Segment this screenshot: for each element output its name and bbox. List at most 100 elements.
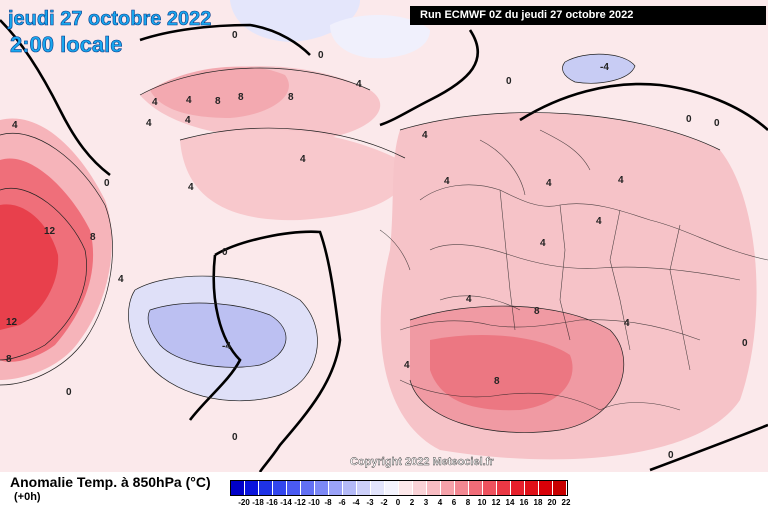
color-swatch xyxy=(301,481,315,495)
contour-value-label: 4 xyxy=(466,294,472,305)
color-scale-ticks: -20 -18 -16 -14 -12 -10 -8 -6 -4 -3 -2 0 2 3 4 6 8 10 12 14… xyxy=(230,498,570,510)
contour-value-label: 4 xyxy=(546,178,552,189)
contour-value-label: 4 xyxy=(618,175,624,186)
color-scale-tick-label: -3 xyxy=(366,498,374,507)
color-swatch xyxy=(427,481,441,495)
color-swatch xyxy=(483,481,497,495)
color-scale-tick-label: 4 xyxy=(437,498,443,507)
contour-value-label: 12 xyxy=(44,226,56,237)
anomaly-contours xyxy=(0,53,721,433)
contour-value-label: 8 xyxy=(215,96,221,107)
color-scale-tick-label: -8 xyxy=(324,498,332,507)
contour-value-label: 4 xyxy=(152,97,158,108)
color-swatch xyxy=(245,481,259,495)
cold-anomaly-top xyxy=(230,0,360,42)
color-scale-tick-label: -14 xyxy=(280,498,292,507)
color-scale-tick-label: 8 xyxy=(465,498,471,507)
contour-value-label: 0 xyxy=(104,178,110,189)
color-scale-bar xyxy=(230,480,568,496)
color-scale-tick-label: -4 xyxy=(352,498,360,507)
forecast-date-title: jeudi 27 octobre 2022 xyxy=(8,8,212,31)
cold-anomaly-atlantic-core xyxy=(148,303,287,368)
contour-value-label: 0 xyxy=(222,247,228,258)
contour-value-label: 4 xyxy=(186,95,192,106)
contour-value-label: 4 xyxy=(404,360,410,371)
warm-anomaly-greenland xyxy=(150,66,289,118)
contour-value-label: 12 xyxy=(6,317,18,328)
contour-value-label: 0 xyxy=(506,76,512,87)
contour-value-label: 4 xyxy=(185,115,191,126)
color-scale-tick-label: 16 xyxy=(519,498,529,507)
cold-anomaly-greenland-sea xyxy=(330,14,430,59)
copyright-notice: Copyright 2022 Meteociel.fr xyxy=(350,456,494,468)
color-scale-tick-label: 18 xyxy=(533,498,543,507)
color-swatch xyxy=(231,481,245,495)
color-scale-tick-label: 22 xyxy=(561,498,571,507)
contour-value-label: 0 xyxy=(742,338,748,349)
color-swatch xyxy=(399,481,413,495)
color-swatch xyxy=(469,481,483,495)
color-swatch xyxy=(357,481,371,495)
contour-value-label: 4 xyxy=(540,238,546,249)
color-scale-tick-label: 2 xyxy=(409,498,415,507)
contour-value-label: 0 xyxy=(232,30,238,41)
color-swatch xyxy=(315,481,329,495)
contour-value-label: 0 xyxy=(66,387,72,398)
contour-value-label: 4 xyxy=(300,154,306,165)
legend-panel: Anomalie Temp. à 850hPa (°C) (+0h) -20 -1… xyxy=(0,472,768,512)
model-run-banner: Run ECMWF 0Z du jeudi 27 octobre 2022 xyxy=(410,6,766,25)
contour-value-label: 4 xyxy=(118,274,124,285)
contour-value-label: 8 xyxy=(6,354,12,365)
color-swatch xyxy=(455,481,469,495)
contour-value-label: 4 xyxy=(596,216,602,227)
color-swatch xyxy=(259,481,273,495)
contour-value-label: 8 xyxy=(90,232,96,243)
color-scale-tick-label: 20 xyxy=(547,498,557,507)
forecast-local-time: 2:00 locale xyxy=(10,32,123,57)
color-swatch xyxy=(511,481,525,495)
contour-value-label: -4 xyxy=(222,341,231,352)
country-borders xyxy=(379,129,768,411)
color-scale-tick-label: -18 xyxy=(252,498,264,507)
contour-value-label: 0 xyxy=(668,450,674,461)
contour-value-label: 4 xyxy=(146,118,152,129)
legend-title: Anomalie Temp. à 850hPa (°C) xyxy=(10,474,211,490)
contour-value-label: 0 xyxy=(714,118,720,129)
coastline-zero-isoline xyxy=(0,19,768,472)
color-swatch xyxy=(497,481,511,495)
contour-value-label: 0 xyxy=(686,114,692,125)
color-scale-tick-label: -6 xyxy=(338,498,346,507)
cold-anomaly-north-sea xyxy=(562,54,635,84)
color-swatch xyxy=(413,481,427,495)
contour-value-label: 4 xyxy=(624,318,630,329)
color-swatch xyxy=(343,481,357,495)
warm-anomaly-west-peak xyxy=(0,204,59,330)
color-scale-tick-label: 6 xyxy=(451,498,457,507)
color-swatch xyxy=(553,481,567,495)
color-swatch xyxy=(371,481,385,495)
color-scale-tick-label: 12 xyxy=(491,498,501,507)
warm-anomaly-atlantic xyxy=(180,129,406,221)
color-scale-tick-label: -2 xyxy=(380,498,388,507)
color-scale-tick-label: -20 xyxy=(238,498,250,507)
contour-value-label: 8 xyxy=(288,92,294,103)
contour-value-label: 4 xyxy=(356,79,362,90)
contour-value-label: 4 xyxy=(422,130,428,141)
color-scale-tick-label: 3 xyxy=(423,498,429,507)
color-scale-tick-label: 0 xyxy=(395,498,401,507)
contour-value-label: 8 xyxy=(494,376,500,387)
warm-anomaly-med-core xyxy=(430,335,573,411)
contour-value-label: 4 xyxy=(444,176,450,187)
contour-value-label: 0 xyxy=(232,432,238,443)
color-swatch xyxy=(385,481,399,495)
contour-value-label: 8 xyxy=(534,306,540,317)
color-swatch xyxy=(287,481,301,495)
legend-forecast-hour: (+0h) xyxy=(14,491,41,503)
color-swatch xyxy=(329,481,343,495)
contour-value-label: -4 xyxy=(600,62,609,73)
contour-value-label: 8 xyxy=(238,92,244,103)
contour-value-label: 4 xyxy=(12,120,18,131)
